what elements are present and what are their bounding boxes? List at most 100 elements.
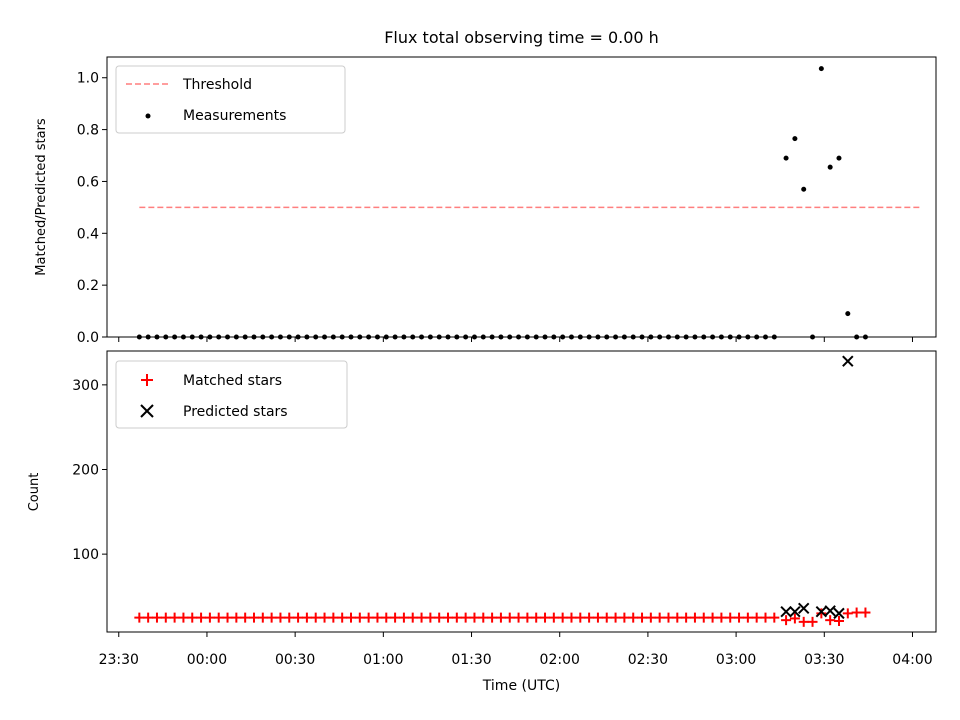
matched-point xyxy=(798,616,809,627)
top-y-ticks: 0.0 0.2 0.4 0.6 0.8 1.0 xyxy=(77,71,107,346)
matched-point xyxy=(143,612,154,623)
matched-point xyxy=(781,615,792,626)
matched-point xyxy=(240,612,251,623)
matched-point xyxy=(540,612,551,623)
top-y-axis-label: Matched/Predicted stars xyxy=(34,118,49,276)
matched-point xyxy=(160,612,171,623)
legend-label-predicted: Predicted stars xyxy=(183,404,288,420)
matched-point xyxy=(513,612,524,623)
measurement-point xyxy=(845,311,851,317)
matched-point xyxy=(566,612,577,623)
bottom-x-tick-label: 00:00 xyxy=(187,652,227,668)
matched-point xyxy=(707,612,718,623)
matched-point xyxy=(151,612,162,623)
predicted-legend-marker xyxy=(140,404,154,418)
bottom-plot: 100 200 300 23:30 00:00 00:30 01:00 01:30 02:00… xyxy=(72,350,937,668)
measurement-point xyxy=(818,66,824,72)
bottom-x-tick-label: 02:30 xyxy=(628,652,668,668)
matched-point xyxy=(460,612,471,623)
top-y-tick-label: 0.6 xyxy=(77,174,99,190)
bottom-x-tick-label: 02:00 xyxy=(540,652,580,668)
matched-point xyxy=(398,612,409,623)
matched-point xyxy=(169,612,180,623)
bottom-y-axis-label: Count xyxy=(27,473,42,512)
matched-point xyxy=(742,612,753,623)
matched-point xyxy=(851,607,862,618)
matched-point xyxy=(328,612,339,623)
top-y-tick-label: 1.0 xyxy=(77,71,99,87)
matched-point xyxy=(319,612,330,623)
matched-point xyxy=(275,612,286,623)
matched-point xyxy=(213,612,224,623)
matched-point xyxy=(337,612,348,623)
matched-point xyxy=(654,612,665,623)
top-y-tick-label: 0.8 xyxy=(77,123,99,139)
measurement-point xyxy=(827,164,833,170)
matched-point xyxy=(504,612,515,623)
top-x-ticks xyxy=(118,337,913,342)
bottom-y-tick-label: 200 xyxy=(72,462,99,478)
matched-point xyxy=(301,612,312,623)
matched-point xyxy=(789,613,800,624)
matched-point xyxy=(842,608,853,619)
matched-point xyxy=(284,612,295,623)
matched-point xyxy=(178,612,189,623)
matched-point xyxy=(557,612,568,623)
matched-point xyxy=(434,612,445,623)
legend-label-matched: Matched stars xyxy=(183,373,282,389)
bottom-x-tick-label: 01:00 xyxy=(363,652,403,668)
top-title: Flux total observing time = 0.00 h xyxy=(384,28,659,47)
matched-point xyxy=(584,612,595,623)
top-y-tick-label: 0.2 xyxy=(77,278,99,294)
matched-point xyxy=(575,612,586,623)
matched-point xyxy=(478,612,489,623)
matched-point xyxy=(204,612,215,623)
matched-point xyxy=(751,612,762,623)
bottom-x-tick-label: 01:30 xyxy=(451,652,491,668)
matched-point xyxy=(522,612,533,623)
measurement-point xyxy=(792,136,798,142)
matched-point xyxy=(390,612,401,623)
matched-point xyxy=(372,612,383,623)
matched-point xyxy=(407,612,418,623)
matched-point xyxy=(187,612,198,623)
matched-point xyxy=(760,612,771,623)
matched-point xyxy=(628,612,639,623)
matched-legend-marker xyxy=(141,374,153,386)
matched-point xyxy=(487,612,498,623)
legend-label-threshold: Threshold xyxy=(182,77,252,93)
bottom-x-axis-label: Time (UTC) xyxy=(482,678,560,694)
bottom-y-tick-label: 300 xyxy=(72,378,99,394)
top-axes-frame xyxy=(106,56,937,338)
predicted-point xyxy=(842,355,854,367)
matched-point xyxy=(310,612,321,623)
legend-label-measurements: Measurements xyxy=(183,108,286,124)
top-y-tick-label: 0.0 xyxy=(77,330,99,346)
matched-point xyxy=(672,612,683,623)
matched-point xyxy=(451,612,462,623)
bottom-x-tick-label: 23:30 xyxy=(99,652,139,668)
matched-point xyxy=(531,612,542,623)
matched-point xyxy=(134,612,145,623)
matched-point xyxy=(443,612,454,623)
matched-point xyxy=(769,612,780,623)
matched-point xyxy=(825,615,836,626)
top-legend-box xyxy=(115,65,346,134)
measurement-point xyxy=(836,155,842,161)
matched-point xyxy=(725,612,736,623)
bottom-legend: Matched stars Predicted stars xyxy=(115,360,348,429)
bottom-series xyxy=(134,355,871,627)
bottom-x-ticks: 23:30 00:00 00:30 01:00 01:30 02:00 02:30 03:00… xyxy=(99,632,933,668)
matched-point xyxy=(495,612,506,623)
matched-point xyxy=(663,612,674,623)
matched-point xyxy=(592,612,603,623)
bottom-x-tick-label: 03:00 xyxy=(716,652,756,668)
matched-point xyxy=(257,612,268,623)
matched-point xyxy=(610,612,621,623)
top-plot: 0.0 0.2 0.4 0.6 0.8 1.0 xyxy=(77,56,937,346)
bottom-x-tick-label: 00:30 xyxy=(275,652,315,668)
predicted-point xyxy=(833,607,845,620)
measurement-point xyxy=(801,186,807,192)
matched-point xyxy=(689,612,700,623)
